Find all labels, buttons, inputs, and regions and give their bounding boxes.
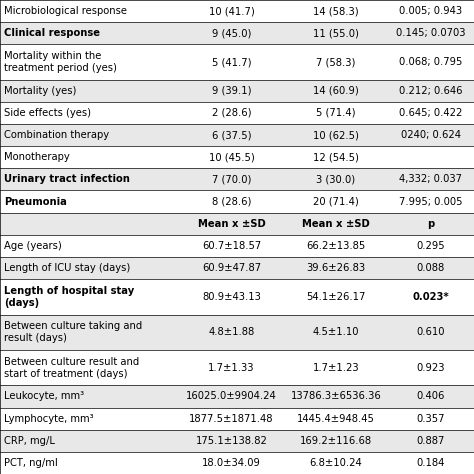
Text: 7.995; 0.005: 7.995; 0.005 — [399, 197, 463, 207]
Bar — [0, 191, 474, 213]
Bar — [0, 146, 474, 168]
Text: 60.9±47.87: 60.9±47.87 — [202, 263, 261, 273]
Text: 14 (60.9): 14 (60.9) — [313, 86, 359, 96]
Bar — [0, 315, 474, 350]
Text: 0.005; 0.943: 0.005; 0.943 — [400, 6, 463, 16]
Text: 80.9±43.13: 80.9±43.13 — [202, 292, 261, 302]
Text: Between culture result and
start of treatment (days): Between culture result and start of trea… — [4, 356, 139, 379]
Bar — [0, 124, 474, 146]
Text: 11 (55.0): 11 (55.0) — [313, 28, 359, 38]
Bar — [0, 213, 474, 235]
Text: 13786.3±6536.36: 13786.3±6536.36 — [291, 392, 381, 401]
Text: 14 (58.3): 14 (58.3) — [313, 6, 358, 16]
Text: 4,332; 0.037: 4,332; 0.037 — [400, 174, 463, 184]
Text: Mean x ±SD: Mean x ±SD — [302, 219, 370, 229]
Bar — [0, 235, 474, 257]
Bar — [0, 80, 474, 102]
Text: PCT, ng/ml: PCT, ng/ml — [4, 458, 58, 468]
Text: 0.406: 0.406 — [417, 392, 445, 401]
Text: 18.0±34.09: 18.0±34.09 — [202, 458, 261, 468]
Text: 169.2±116.68: 169.2±116.68 — [300, 436, 372, 446]
Bar — [0, 102, 474, 124]
Text: Length of hospital stay
(days): Length of hospital stay (days) — [4, 286, 135, 308]
Text: 66.2±13.85: 66.2±13.85 — [306, 241, 365, 251]
Bar — [0, 257, 474, 279]
Text: 4.5±1.10: 4.5±1.10 — [312, 327, 359, 337]
Text: 0.068; 0.795: 0.068; 0.795 — [399, 57, 463, 67]
Text: 0.357: 0.357 — [417, 414, 445, 424]
Text: Age (years): Age (years) — [4, 241, 62, 251]
Text: 1.7±1.23: 1.7±1.23 — [312, 363, 359, 373]
Text: Combination therapy: Combination therapy — [4, 130, 109, 140]
Text: 175.1±138.82: 175.1±138.82 — [196, 436, 267, 446]
Bar — [0, 385, 474, 408]
Text: 12 (54.5): 12 (54.5) — [313, 152, 359, 162]
Text: 0.887: 0.887 — [417, 436, 445, 446]
Text: Leukocyte, mm³: Leukocyte, mm³ — [4, 392, 84, 401]
Bar — [0, 279, 474, 315]
Text: Mortality within the
treatment period (yes): Mortality within the treatment period (y… — [4, 51, 117, 73]
Text: p: p — [427, 219, 435, 229]
Text: 0.212; 0.646: 0.212; 0.646 — [399, 86, 463, 96]
Text: Between culture taking and
result (days): Between culture taking and result (days) — [4, 321, 143, 343]
Bar — [0, 350, 474, 385]
Text: Clinical response: Clinical response — [4, 28, 100, 38]
Text: 54.1±26.17: 54.1±26.17 — [306, 292, 365, 302]
Text: 0.088: 0.088 — [417, 263, 445, 273]
Text: 0.923: 0.923 — [417, 363, 445, 373]
Bar — [0, 452, 474, 474]
Text: 2 (28.6): 2 (28.6) — [212, 108, 251, 118]
Text: Microbiological response: Microbiological response — [4, 6, 128, 16]
Text: 7 (58.3): 7 (58.3) — [316, 57, 356, 67]
Text: 0240; 0.624: 0240; 0.624 — [401, 130, 461, 140]
Text: 10 (45.5): 10 (45.5) — [209, 152, 255, 162]
Bar — [0, 168, 474, 191]
Text: Length of ICU stay (days): Length of ICU stay (days) — [4, 263, 130, 273]
Text: 6.8±10.24: 6.8±10.24 — [310, 458, 362, 468]
Text: 39.6±26.83: 39.6±26.83 — [306, 263, 365, 273]
Text: 1.7±1.33: 1.7±1.33 — [209, 363, 255, 373]
Bar — [0, 408, 474, 430]
Text: 0.023*: 0.023* — [412, 292, 449, 302]
Text: 10 (41.7): 10 (41.7) — [209, 6, 255, 16]
Bar — [0, 0, 474, 22]
Text: 0.295: 0.295 — [417, 241, 445, 251]
Bar — [0, 22, 474, 44]
Bar — [0, 430, 474, 452]
Text: 16025.0±9904.24: 16025.0±9904.24 — [186, 392, 277, 401]
Text: Lymphocyte, mm³: Lymphocyte, mm³ — [4, 414, 94, 424]
Bar — [0, 44, 474, 80]
Text: Monotherapy: Monotherapy — [4, 152, 70, 162]
Text: 0.610: 0.610 — [417, 327, 445, 337]
Text: 60.7±18.57: 60.7±18.57 — [202, 241, 261, 251]
Text: 3 (30.0): 3 (30.0) — [316, 174, 356, 184]
Text: 9 (45.0): 9 (45.0) — [212, 28, 251, 38]
Text: 7 (70.0): 7 (70.0) — [212, 174, 251, 184]
Text: 4.8±1.88: 4.8±1.88 — [209, 327, 255, 337]
Text: 0.145; 0.0703: 0.145; 0.0703 — [396, 28, 465, 38]
Text: 1877.5±1871.48: 1877.5±1871.48 — [190, 414, 274, 424]
Text: 6 (37.5): 6 (37.5) — [212, 130, 251, 140]
Text: 5 (71.4): 5 (71.4) — [316, 108, 356, 118]
Text: 8 (28.6): 8 (28.6) — [212, 197, 251, 207]
Text: Mean x ±SD: Mean x ±SD — [198, 219, 265, 229]
Text: 5 (41.7): 5 (41.7) — [212, 57, 251, 67]
Text: 0.645; 0.422: 0.645; 0.422 — [399, 108, 463, 118]
Text: 0.184: 0.184 — [417, 458, 445, 468]
Text: Side effects (yes): Side effects (yes) — [4, 108, 91, 118]
Text: 10 (62.5): 10 (62.5) — [313, 130, 359, 140]
Text: Urinary tract infection: Urinary tract infection — [4, 174, 130, 184]
Text: Mortality (yes): Mortality (yes) — [4, 86, 77, 96]
Text: CRP, mg/L: CRP, mg/L — [4, 436, 55, 446]
Text: 9 (39.1): 9 (39.1) — [212, 86, 251, 96]
Text: 20 (71.4): 20 (71.4) — [313, 197, 359, 207]
Text: 1445.4±948.45: 1445.4±948.45 — [297, 414, 374, 424]
Text: Pneumonia: Pneumonia — [4, 197, 67, 207]
